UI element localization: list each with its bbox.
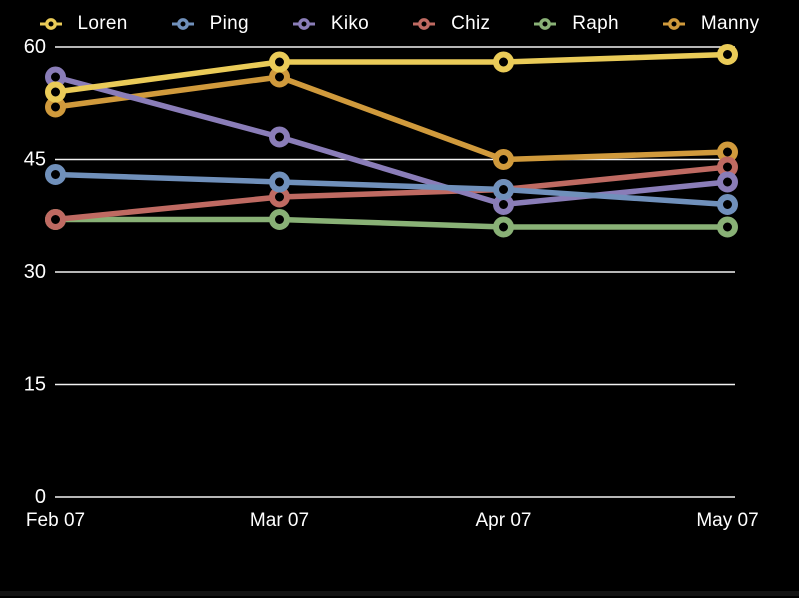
legend-marker-icon [662, 18, 685, 30]
data-point-raph-3 [493, 216, 514, 238]
series-line-manny [52, 74, 731, 163]
data-point-chiz-1 [45, 209, 66, 230]
legend-marker-icon [39, 18, 62, 30]
legend-marker-icon [534, 18, 557, 30]
series-line-raph [52, 216, 731, 230]
x-axis-tick-label: Apr 07 [476, 510, 532, 531]
y-axis-tick-label: 45 [24, 149, 46, 171]
data-point-kiko-2 [269, 126, 290, 148]
data-point-ping-1 [45, 164, 66, 185]
data-point-loren-2 [269, 51, 290, 73]
x-axis-tick-label: Mar 07 [250, 510, 309, 531]
legend-label: Manny [700, 13, 760, 34]
legend-marker-icon [292, 18, 315, 30]
legend-item-ping: Ping [171, 13, 249, 35]
legend-label: Kiko [330, 13, 370, 34]
legend-label: Loren [77, 13, 128, 34]
legend-item-manny: Manny [662, 13, 760, 35]
data-point-manny-3 [493, 149, 514, 170]
data-point-loren-4 [717, 44, 738, 65]
chart-legend: Loren Ping Kiko Chiz Raph Manny [0, 6, 799, 42]
legend-item-kiko: Kiko [292, 13, 370, 35]
series-line-chiz [52, 164, 731, 223]
legend-marker-icon [413, 18, 436, 30]
y-axis-tick-label: 15 [24, 374, 46, 396]
data-point-ping-4 [717, 194, 738, 215]
data-point-kiko-4 [717, 171, 738, 193]
legend-marker-icon [171, 18, 194, 30]
y-axis-tick-label: 60 [24, 36, 46, 58]
series-line-ping [52, 171, 731, 208]
data-point-raph-2 [269, 209, 290, 230]
x-axis-tick-label: May 07 [696, 510, 758, 531]
data-point-ping-3 [493, 179, 514, 200]
data-point-loren-1 [45, 81, 66, 103]
data-point-loren-3 [493, 51, 514, 73]
legend-item-loren: Loren [39, 13, 128, 35]
y-axis-tick-label: 30 [24, 261, 46, 283]
legend-label: Raph [572, 13, 619, 34]
x-axis-tick-label: Feb 07 [26, 510, 85, 531]
data-point-ping-2 [269, 171, 290, 193]
window-edge [0, 591, 799, 596]
y-axis-tick-label: 0 [35, 486, 46, 508]
legend-item-raph: Raph [534, 13, 619, 35]
series-line-loren [52, 51, 731, 95]
legend-label: Ping [209, 13, 249, 34]
data-point-raph-4 [717, 216, 738, 238]
series-line-kiko [52, 74, 731, 208]
legend-label: Chiz [451, 13, 491, 34]
legend-item-chiz: Chiz [413, 13, 490, 35]
